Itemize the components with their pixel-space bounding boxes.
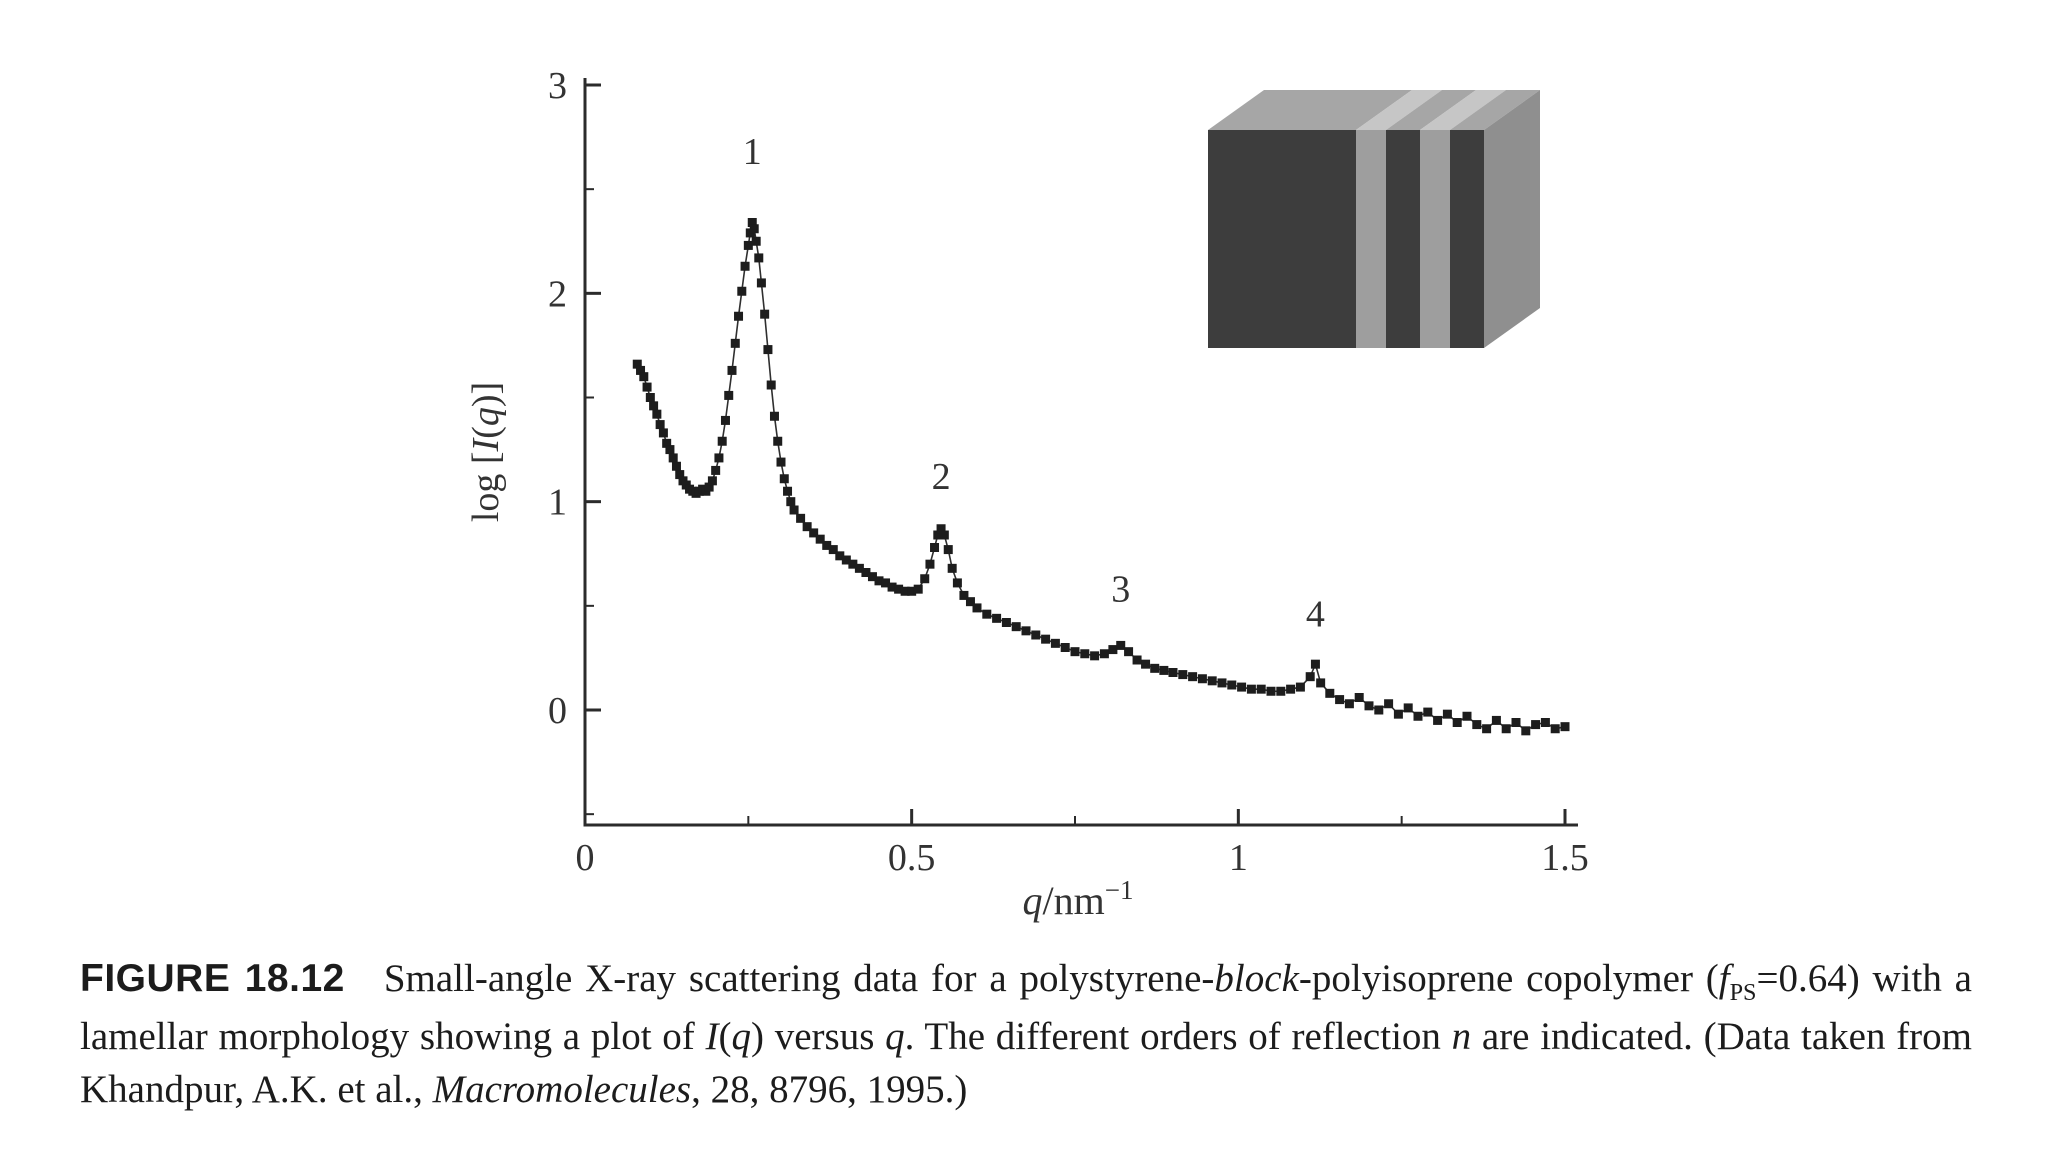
caption-text-segment: , 28, 8796, 1995.) [691,1067,968,1111]
dark-lamella-front [1450,130,1484,348]
caption-text-segment: n [1451,1014,1472,1058]
x-tick-label: 0.5 [888,837,936,879]
light-lamella-front [1420,130,1450,348]
dark-lamella-top [1386,90,1476,130]
y-tick-label: 3 [548,65,567,107]
light-lamella-top [1356,90,1442,130]
y-axis-label: log [I(q)] [465,382,507,522]
caption-text-segment: Small-angle X-ray scattering data for a … [344,957,1215,1000]
x-tick-label: 1.5 [1541,837,1589,879]
caption-text-segment: =0.64) with a lamellar morphology showin… [80,957,1972,1058]
caption-text-segment: block [1214,957,1299,1000]
caption-text-segment: -polyisoprene copolymer ( [1298,957,1719,1000]
dark-lamella-front [1208,130,1356,348]
peak-label-2: 2 [932,456,951,498]
light-lamella-front [1356,130,1386,348]
y-tick-label: 1 [548,482,567,524]
data-series-markers [632,218,1570,736]
caption-text-segment: q [885,1014,905,1058]
y-tick-labels: 0 1 2 3 [548,65,567,732]
caption-text-segment: f [1718,957,1730,1000]
caption-text-segment: q [731,1014,752,1058]
x-axis-label: q/nm−1 [1023,875,1134,923]
x-tick-labels: 0 0.5 1 1.5 [576,837,1589,879]
caption-text-segment: are indicated. (Data taken from Khandpur… [80,1014,1972,1111]
caption-figure-number: FIGURE 18.12 [80,957,345,1000]
caption-text-segment: ( [718,1014,732,1058]
peak-label-4: 4 [1306,594,1325,636]
y-tick-label: 2 [548,273,567,315]
peak-label-1: 1 [743,131,762,173]
figure-caption: FIGURE 18.12 Small-angle X-ray scatterin… [80,952,1972,1116]
x-tick-label: 0 [576,837,595,879]
caption-text-segment: I [705,1014,719,1058]
caption-text-segment: . The different orders of reflection [904,1014,1452,1058]
lamellar-morphology-illustration [1208,90,1540,348]
x-tick-label: 1 [1229,837,1248,879]
y-tick-label: 0 [548,690,567,732]
dark-lamella-top [1208,90,1412,130]
lamella-side-face [1484,90,1540,348]
light-lamella-top [1420,90,1506,130]
peak-label-3: 3 [1111,569,1130,611]
saxs-chart: 0 1 2 3 0 0.5 1 1.5 log [I(q)] q/nm−1 1 2 3 4 [465,65,1589,923]
dark-lamella-top [1450,90,1540,130]
dark-lamella-front [1386,130,1420,348]
peak-annotations: 1 2 3 4 [743,131,1325,635]
axis-ticks [583,83,1567,825]
caption-text-segment: Macromolecules [432,1067,692,1111]
caption-text-segment: ) versus [751,1014,886,1058]
caption-text-segment: PS [1729,978,1757,1006]
